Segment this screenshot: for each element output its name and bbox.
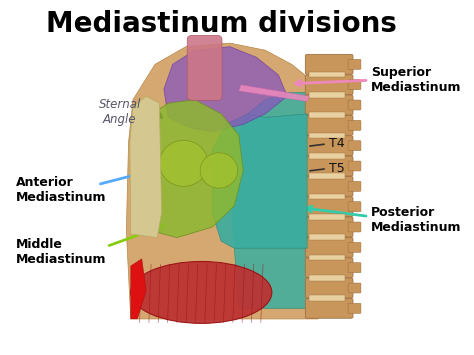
Text: Posterior
Mediastinum: Posterior Mediastinum [371, 206, 462, 234]
FancyBboxPatch shape [348, 100, 361, 110]
FancyBboxPatch shape [0, 0, 448, 355]
Polygon shape [310, 214, 345, 220]
FancyBboxPatch shape [348, 120, 361, 130]
Polygon shape [131, 162, 155, 179]
Ellipse shape [200, 153, 237, 188]
Text: Middle
Mediastinum: Middle Mediastinum [16, 238, 107, 266]
FancyBboxPatch shape [187, 36, 222, 100]
FancyBboxPatch shape [305, 136, 353, 155]
Polygon shape [310, 255, 345, 260]
Polygon shape [130, 96, 162, 237]
Polygon shape [131, 126, 155, 144]
FancyBboxPatch shape [348, 304, 361, 313]
Polygon shape [230, 93, 307, 308]
Text: Sternal
Angle: Sternal Angle [99, 98, 141, 126]
FancyBboxPatch shape [305, 54, 353, 74]
Text: Anterior
Mediastinum: Anterior Mediastinum [16, 176, 107, 204]
Polygon shape [164, 47, 287, 132]
Polygon shape [131, 197, 155, 215]
FancyBboxPatch shape [305, 258, 353, 278]
Polygon shape [310, 234, 345, 240]
FancyBboxPatch shape [348, 181, 361, 191]
FancyBboxPatch shape [348, 242, 361, 252]
Polygon shape [310, 92, 345, 98]
Text: Superior
Mediastinum: Superior Mediastinum [371, 66, 462, 94]
Polygon shape [310, 295, 345, 301]
Polygon shape [310, 275, 345, 281]
Polygon shape [310, 194, 345, 200]
Polygon shape [310, 153, 345, 159]
Text: Mediastinum divisions: Mediastinum divisions [46, 10, 397, 38]
Polygon shape [310, 133, 345, 138]
Polygon shape [310, 173, 345, 179]
Polygon shape [310, 72, 345, 77]
Polygon shape [239, 85, 310, 102]
FancyBboxPatch shape [305, 217, 353, 237]
Polygon shape [127, 43, 318, 319]
FancyBboxPatch shape [305, 156, 353, 176]
FancyBboxPatch shape [348, 80, 361, 89]
FancyBboxPatch shape [348, 141, 361, 151]
FancyBboxPatch shape [348, 59, 361, 69]
FancyBboxPatch shape [348, 283, 361, 293]
Text: T5: T5 [329, 162, 345, 175]
FancyBboxPatch shape [305, 278, 353, 298]
FancyBboxPatch shape [348, 161, 361, 171]
Polygon shape [131, 259, 146, 319]
Polygon shape [310, 112, 345, 118]
FancyBboxPatch shape [305, 176, 353, 196]
Text: T4: T4 [329, 137, 345, 151]
FancyBboxPatch shape [305, 115, 353, 135]
FancyBboxPatch shape [305, 299, 353, 318]
Polygon shape [139, 100, 243, 237]
FancyBboxPatch shape [348, 202, 361, 212]
Ellipse shape [131, 262, 272, 323]
FancyBboxPatch shape [305, 237, 353, 257]
Polygon shape [212, 114, 307, 248]
Ellipse shape [159, 140, 208, 186]
FancyBboxPatch shape [305, 75, 353, 94]
FancyBboxPatch shape [305, 95, 353, 115]
FancyBboxPatch shape [348, 222, 361, 232]
FancyBboxPatch shape [305, 197, 353, 217]
FancyBboxPatch shape [348, 263, 361, 273]
